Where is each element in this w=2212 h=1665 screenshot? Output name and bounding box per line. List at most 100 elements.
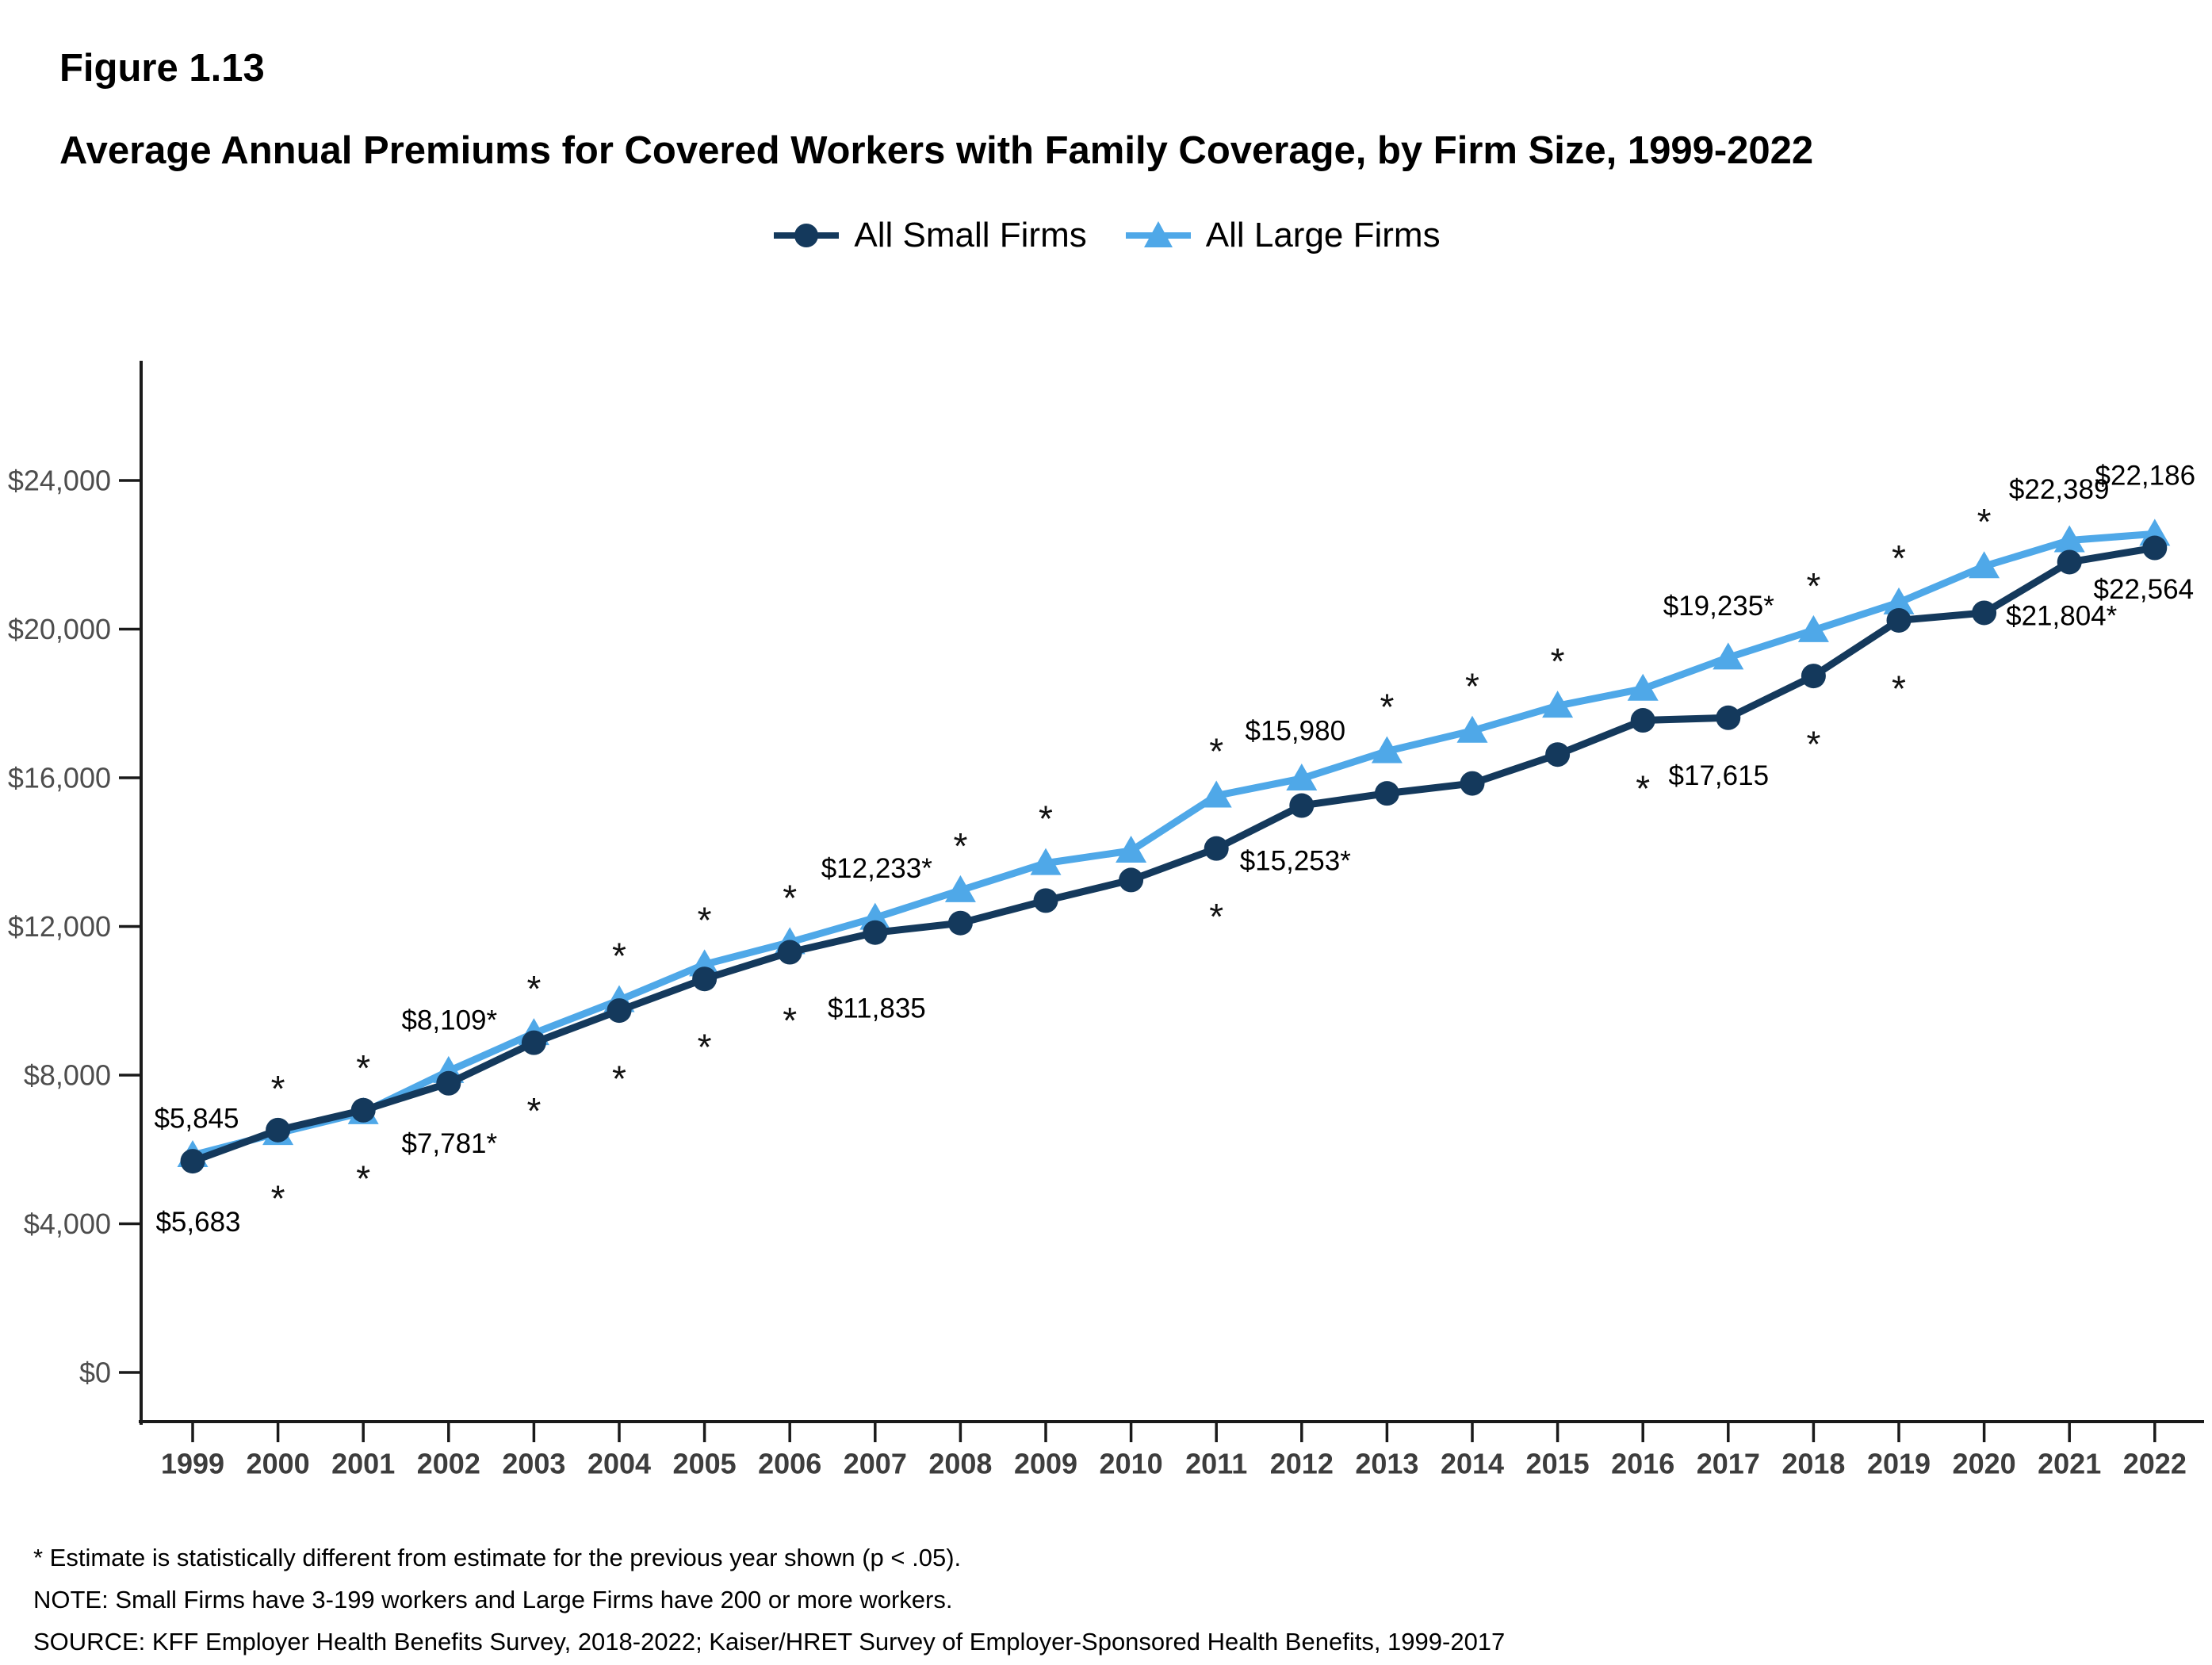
x-tick-label: 2015 [1526,1448,1590,1480]
x-tick-label: 2007 [844,1448,907,1480]
significance-asterisk-small: * [612,1058,626,1100]
x-tick-label: 2003 [502,1448,565,1480]
x-tick-label: 2014 [1441,1448,1504,1480]
point-value-label: $21,804* [2006,600,2118,631]
x-tick-label: 2002 [417,1448,480,1480]
footnote-note: NOTE: Small Firms have 3-199 workers and… [33,1586,953,1613]
footnotes: * Estimate is statistically different fr… [33,1537,1505,1663]
significance-asterisk-small: * [783,1000,797,1041]
footnote-source: SOURCE: KFF Employer Health Benefits Sur… [33,1628,1506,1655]
data-point-small-firms [1630,708,1655,733]
significance-asterisk-large: * [1806,565,1820,607]
data-point-large-firms [1713,642,1744,670]
data-point-large-firms [1030,848,1062,875]
x-tick-label: 2004 [587,1448,651,1480]
data-point-small-firms [947,910,973,936]
x-tick-label: 2021 [2038,1448,2101,1480]
significance-asterisk-small: * [271,1177,285,1219]
circle-marker-icon [774,224,840,247]
point-value-label: $19,235* [1663,591,1775,622]
y-tick-label: $16,000 [8,762,111,794]
legend-item-label: All Small Firms [854,216,1087,255]
significance-asterisk-large: * [1892,538,1906,579]
legend-item-small-firms: All Small Firms [771,216,1087,255]
significance-asterisk-small: * [526,1090,541,1131]
data-point-small-firms [1033,888,1058,913]
x-tick-label: 2020 [1953,1448,2016,1480]
point-value-label: $12,233* [821,853,933,884]
data-point-small-firms [1886,607,1912,633]
x-tick-label: 2000 [247,1448,310,1480]
x-tick-label: 2001 [331,1448,395,1480]
significance-asterisk-large: * [953,825,967,867]
data-point-small-firms [266,1117,291,1143]
significance-asterisk-small: * [698,1027,712,1068]
point-value-label: $15,980 [1246,715,1346,746]
point-value-label: $22,389 [2009,474,2110,505]
x-tick-label: 2017 [1697,1448,1760,1480]
y-tick-label: $8,000 [24,1059,111,1092]
significance-asterisk-large: * [1465,666,1479,707]
figure-title: Average Annual Premiums for Covered Work… [59,129,1814,172]
x-tick-label: 2018 [1781,1448,1845,1480]
data-point-large-firms [1200,780,1232,808]
data-point-small-firms [1374,781,1399,806]
data-point-large-firms [2053,525,2085,553]
triangle-marker-icon [1125,221,1191,247]
point-value-label: $5,845 [154,1104,239,1135]
data-point-small-firms [180,1149,205,1174]
significance-asterisk-large: * [1977,501,1992,542]
data-point-small-firms [1204,836,1229,861]
data-point-small-firms [1716,705,1741,730]
data-point-small-firms [692,966,718,992]
significance-asterisk-small: * [356,1158,370,1199]
data-point-small-firms [1119,867,1144,893]
legend-item-large-firms: All Large Firms [1123,216,1441,255]
data-point-small-firms [1801,664,1826,689]
data-point-small-firms [863,920,888,945]
y-tick-label: $0 [79,1357,111,1389]
significance-asterisk-large: * [612,935,626,976]
data-point-large-firms [1797,614,1829,642]
significance-asterisk-small: * [1636,768,1650,810]
significance-asterisk-large: * [526,968,541,1009]
x-tick-label: 2008 [928,1448,992,1480]
point-value-label: $17,615 [1669,760,1770,791]
data-point-large-firms [1542,691,1574,718]
legend: All Small Firms All Large Firms [0,216,2212,255]
significance-asterisk-large: * [783,877,797,918]
x-tick-label: 2019 [1867,1448,1931,1480]
data-point-large-firms [1969,551,2000,579]
data-point-small-firms [1972,600,1997,626]
significance-asterisk-large: * [1039,798,1053,840]
significance-asterisk-large: * [271,1068,285,1109]
significance-asterisk-large: * [1380,686,1394,727]
data-point-small-firms [1545,742,1571,767]
point-value-label: $11,835 [828,993,926,1024]
figure-number: Figure 1.13 [59,47,265,90]
data-point-large-firms [1883,587,1915,614]
significance-asterisk-large: * [698,899,712,940]
series-line-small-firms [189,544,2159,1166]
x-tick-label: 2009 [1014,1448,1077,1480]
data-point-small-firms [1460,771,1485,796]
x-tick-label: 2005 [673,1448,737,1480]
data-point-small-firms [1289,793,1315,818]
data-point-small-firms [350,1097,376,1123]
significance-asterisk-large: * [1551,641,1565,682]
significance-asterisk-small: * [1209,896,1223,937]
point-value-label: $15,253* [1240,846,1352,877]
y-tick-label: $4,000 [24,1208,111,1240]
data-point-large-firms [1627,673,1659,701]
y-tick-label: $24,000 [8,465,111,497]
point-value-label: $5,683 [155,1207,240,1238]
significance-asterisk-small: * [1806,724,1820,765]
legend-item-label: All Large Firms [1205,216,1441,255]
data-point-small-firms [777,940,802,965]
x-tick-label: 2011 [1185,1448,1247,1480]
series-line-large-firms [189,530,2159,1159]
data-point-small-firms [607,998,632,1024]
x-tick-label: 1999 [161,1448,224,1480]
